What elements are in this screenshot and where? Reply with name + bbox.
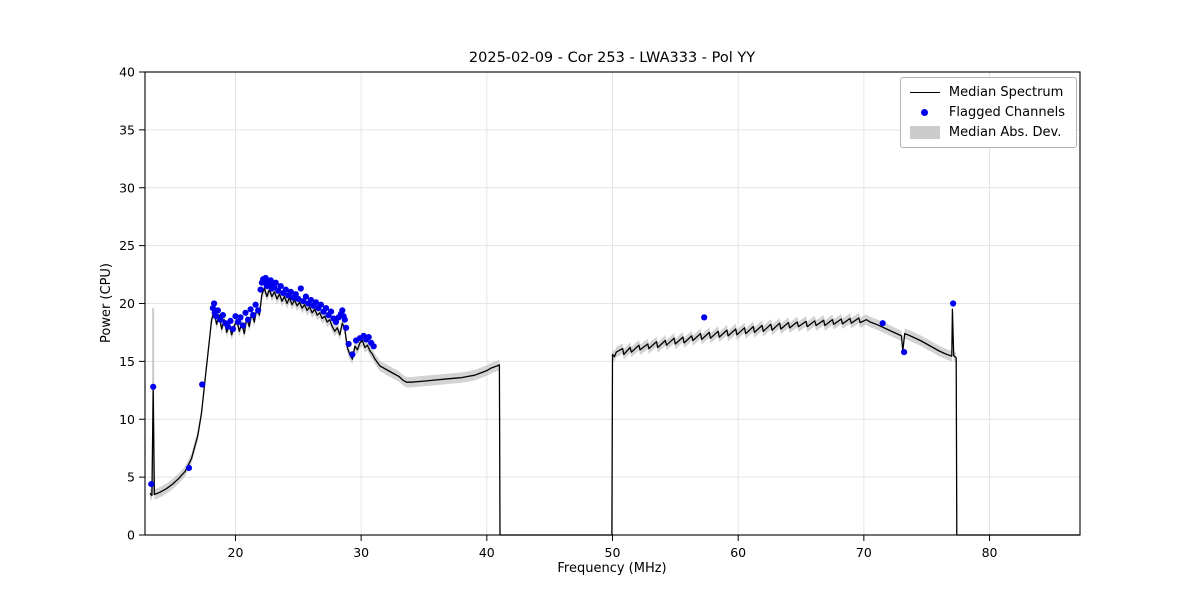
axis-ticks: 20 30 40 50 60 70 80 0 5 10 15 20 25 30 35 40 bbox=[119, 65, 997, 561]
median-spectrum-line bbox=[149, 287, 1080, 536]
svg-text:15: 15 bbox=[119, 354, 135, 369]
svg-text:25: 25 bbox=[119, 238, 135, 253]
legend-label: Flagged Channels bbox=[948, 105, 1065, 120]
svg-text:20: 20 bbox=[228, 545, 244, 560]
svg-text:0: 0 bbox=[127, 528, 135, 543]
svg-text:30: 30 bbox=[119, 180, 135, 195]
dot-swatch-icon bbox=[910, 109, 940, 116]
flagged-channels-points bbox=[148, 274, 957, 488]
svg-text:30: 30 bbox=[353, 545, 369, 560]
svg-text:35: 35 bbox=[119, 122, 135, 137]
line-swatch-icon bbox=[909, 92, 940, 93]
svg-text:70: 70 bbox=[856, 545, 872, 560]
x-axis-label: Frequency (MHz) bbox=[557, 561, 666, 576]
legend: Median Spectrum Flagged Channels Median … bbox=[899, 77, 1077, 148]
legend-item-flagged-channels: Flagged Channels bbox=[910, 105, 1065, 120]
svg-text:40: 40 bbox=[479, 545, 495, 560]
svg-text:10: 10 bbox=[119, 412, 135, 427]
median-abs-dev-band bbox=[150, 283, 957, 501]
legend-item-median-abs-dev: Median Abs. Dev. bbox=[909, 125, 1065, 140]
legend-item-median-spectrum: Median Spectrum bbox=[909, 85, 1065, 100]
chart-title: 2025-02-09 - Cor 253 - LWA333 - Pol YY bbox=[469, 50, 755, 66]
svg-text:60: 60 bbox=[730, 545, 746, 560]
svg-text:40: 40 bbox=[119, 65, 135, 80]
svg-text:20: 20 bbox=[119, 296, 135, 311]
legend-label: Median Spectrum bbox=[948, 85, 1064, 100]
svg-text:80: 80 bbox=[982, 545, 998, 560]
patch-swatch-icon bbox=[909, 126, 940, 139]
svg-text:50: 50 bbox=[605, 545, 621, 560]
svg-text:5: 5 bbox=[127, 470, 135, 485]
legend-label: Median Abs. Dev. bbox=[948, 125, 1062, 140]
y-axis-label: Power (CPU) bbox=[99, 263, 114, 343]
